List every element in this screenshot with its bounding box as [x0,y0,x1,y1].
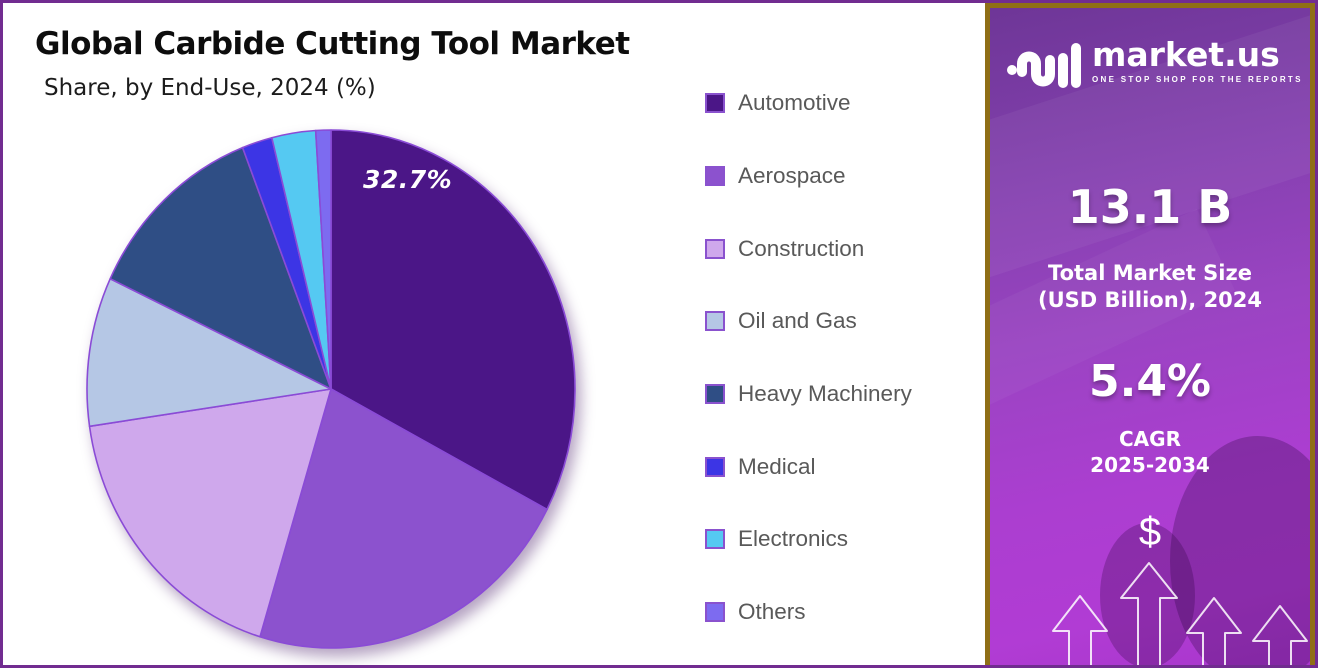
legend-swatch-icon [705,602,725,623]
pie-slice-oil-and-gas [86,277,332,428]
legend-label: Aerospace [738,163,846,189]
total-market-size-label-line1: Total Market Size [1048,261,1252,285]
page-subtitle: Share, by End-Use, 2024 (%) [44,75,376,101]
legend-item-automotive: Automotive [705,67,975,140]
pie-slice-construction [88,388,332,638]
pie-slice-others [314,129,332,390]
legend-label: Others [738,599,806,625]
cagr-label-line1: CAGR [1119,427,1181,451]
legend-swatch-icon [705,384,725,405]
cagr-label: CAGR 2025-2034 [990,426,1310,478]
legend-label: Electronics [738,526,849,552]
brand-sidebar: market.us ONE STOP SHOP FOR THE REPORTS … [985,3,1315,665]
legend-swatch-icon [705,166,725,187]
legend-label: Automotive [738,90,851,116]
cagr-value: 5.4% [1088,356,1212,407]
legend-swatch-icon [705,238,725,259]
growth-arrows-icon [1052,562,1308,665]
legend-label: Medical [738,453,816,479]
brand-tagline: ONE STOP SHOP FOR THE REPORTS [1092,74,1303,84]
legend-label: Heavy Machinery [738,381,912,407]
page-title: Global Carbide Cutting Tool Market [35,26,630,62]
pie-chart [86,129,576,649]
pie-slice-aerospace [259,388,548,649]
legend-label: Oil and Gas [738,308,857,334]
legend-swatch-icon [705,456,725,477]
total-market-size-label-line2: (USD Billion), 2024 [1037,287,1263,312]
cagr-label-line2: 2025-2034 [1090,453,1210,477]
brand-name: market.us [1092,35,1280,74]
dollar-icon: $ [1138,510,1162,554]
legend-item-oil-and-gas: Oil and Gas [705,285,975,358]
legend-item-medical: Medical [705,430,975,503]
legend-item-heavy-machinery: Heavy Machinery [705,358,975,431]
marketus-logo: market.us ONE STOP SHOP FOR THE REPORTS [1006,36,1303,94]
legend-item-electronics: Electronics [705,503,975,576]
legend-swatch-icon [705,529,725,550]
legend-swatch-icon [705,93,725,114]
pie-slice-value-label: 32.7% [363,165,453,194]
legend-swatch-icon [705,311,725,332]
total-market-size-value: 13.1 B [1067,180,1233,234]
legend-item-construction: Construction [705,212,975,285]
legend-item-others: Others [705,576,975,649]
legend-item-aerospace: Aerospace [705,140,975,213]
legend: Automotive Aerospace Construction Oil and G… [705,67,975,649]
pie-slice-automotive [330,129,576,511]
legend-label: Construction [738,235,865,261]
total-market-size-label: Total Market Size (USD Billion), 2024 [990,260,1310,314]
marketus-logo-icon [1007,43,1081,88]
pie-slice-heavy-machinery [109,146,332,390]
